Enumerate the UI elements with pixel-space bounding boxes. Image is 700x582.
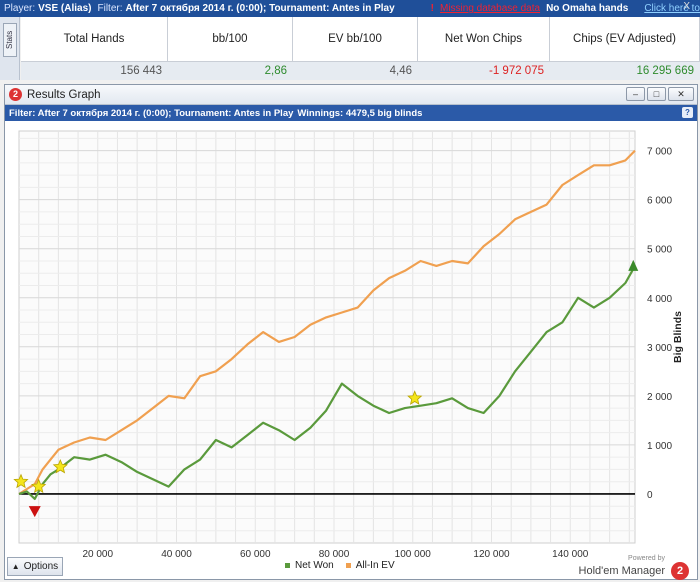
star-marker — [407, 390, 423, 405]
stats-header-row: Total Hands bb/100 EV bb/100 Net Won Chi… — [21, 17, 700, 62]
close-button[interactable]: ✕ — [668, 87, 694, 101]
missing-data-warning[interactable]: Missing database data — [440, 3, 541, 14]
x-tick-label: 120 000 — [473, 549, 510, 557]
maximize-button[interactable]: □ — [647, 87, 666, 101]
results-graph-window: 2 Results Graph – □ ✕ Filter: After 7 ок… — [4, 84, 698, 580]
window-titlebar[interactable]: 2 Results Graph – □ ✕ — [5, 85, 697, 105]
legend-swatch-all-in-ev — [345, 563, 351, 568]
omaha-notice: No Omaha hands — [546, 3, 629, 14]
up-triangle-marker — [628, 259, 639, 271]
brand-name: Hold'em Manager — [578, 565, 665, 577]
brand-badge: Powered by Hold'em Manager 2 — [579, 555, 689, 580]
player-value: VSE (Alias) — [38, 3, 92, 14]
minimize-button[interactable]: – — [626, 87, 645, 101]
x-tick-label: 20 000 — [82, 549, 113, 557]
results-line-chart[interactable]: 0 1 000 2 000 3 000 4 000 5 000 6 000 7 000 20 0… — [5, 123, 697, 557]
y-tick-label: 7 000 — [647, 147, 672, 158]
header-ev-bb100[interactable]: EV bb/100 — [293, 17, 418, 61]
help-icon[interactable]: ? — [682, 107, 693, 118]
y-tick-label: 4 000 — [647, 294, 672, 305]
x-tick-label: 80 000 — [319, 549, 350, 557]
graph-footer: ▲ Options Net Won All-In EV Powered by H… — [5, 555, 697, 580]
winnings-text: Winnings: 4479,5 big blinds — [297, 107, 423, 119]
legend-swatch-net-won — [285, 563, 290, 568]
stats-value-row: 156 443 2,86 4,46 -1 972 075 16 295 669 — [21, 62, 700, 80]
legend-label-all-in-ev: All-In EV — [355, 560, 395, 571]
value-bb100: 2,86 — [264, 65, 287, 77]
stats-table: Total Hands bb/100 EV bb/100 Net Won Chi… — [21, 17, 700, 80]
hem-logo-icon: 2 — [671, 562, 689, 580]
header-bb100[interactable]: bb/100 — [168, 17, 293, 61]
filter-value: After 7 октября 2014 г. (0:00); Tourname… — [125, 3, 395, 14]
powered-by-text: Powered by — [628, 555, 665, 562]
global-filter-bar: Player: VSE (Alias) Filter: After 7 октя… — [0, 0, 700, 17]
x-tick-label: 100 000 — [395, 549, 432, 557]
triangle-up-icon: ▲ — [11, 562, 20, 571]
options-label: Options — [23, 561, 59, 572]
header-net-won-chips[interactable]: Net Won Chips — [418, 17, 550, 61]
warning-icon: ! — [430, 3, 434, 14]
value-ev-bb100: 4,46 — [389, 65, 412, 77]
filter-label: Filter: — [97, 3, 123, 14]
unlock-link[interactable]: Click here to unlock — [644, 3, 700, 14]
options-button[interactable]: ▲ Options — [7, 557, 63, 576]
app-logo-icon: 2 — [9, 88, 22, 101]
legend-label-net-won: Net Won — [295, 560, 334, 571]
stats-tab-label: Stats — [3, 23, 17, 57]
value-total-hands: 156 443 — [120, 65, 162, 77]
down-triangle-marker — [28, 506, 41, 518]
chart-legend: Net Won All-In EV — [285, 560, 407, 571]
stats-side-tab[interactable]: Stats — [0, 17, 20, 80]
y-tick-label: 3 000 — [647, 343, 672, 354]
star-marker — [13, 473, 29, 489]
y-axis-label: Big Blinds — [672, 311, 684, 363]
value-net-won-chips: -1 972 075 — [489, 65, 544, 77]
header-chips-ev-adjusted[interactable]: Chips (EV Adjusted) — [550, 17, 700, 61]
value-chips-ev-adjusted: 16 295 669 — [636, 65, 694, 77]
x-tick-label: 140 000 — [552, 549, 589, 557]
star-marker — [31, 478, 47, 494]
star-marker — [52, 458, 69, 474]
window-title: Results Graph — [27, 88, 101, 101]
y-tick-label: 2 000 — [647, 392, 672, 403]
close-icon[interactable]: X — [683, 1, 690, 12]
x-tick-label: 40 000 — [161, 549, 192, 557]
header-total-hands[interactable]: Total Hands — [21, 17, 168, 61]
x-tick-label: 60 000 — [240, 549, 271, 557]
series-line-net-won — [18, 265, 636, 500]
series-line-all-in-ev — [18, 149, 636, 495]
legend-item-all-in-ev[interactable]: All-In EV — [345, 560, 395, 571]
graph-filter-text: Filter: After 7 октября 2014 г. (0:00); … — [9, 107, 294, 119]
player-label: Player: — [4, 3, 36, 14]
graph-filter-bar: Filter: After 7 октября 2014 г. (0:00); … — [5, 105, 697, 121]
y-tick-label: 1 000 — [647, 441, 672, 452]
y-tick-label: 5 000 — [647, 245, 672, 256]
y-tick-label: 0 — [647, 490, 653, 501]
y-tick-label: 6 000 — [647, 196, 672, 207]
legend-item-net-won[interactable]: Net Won — [285, 560, 334, 571]
